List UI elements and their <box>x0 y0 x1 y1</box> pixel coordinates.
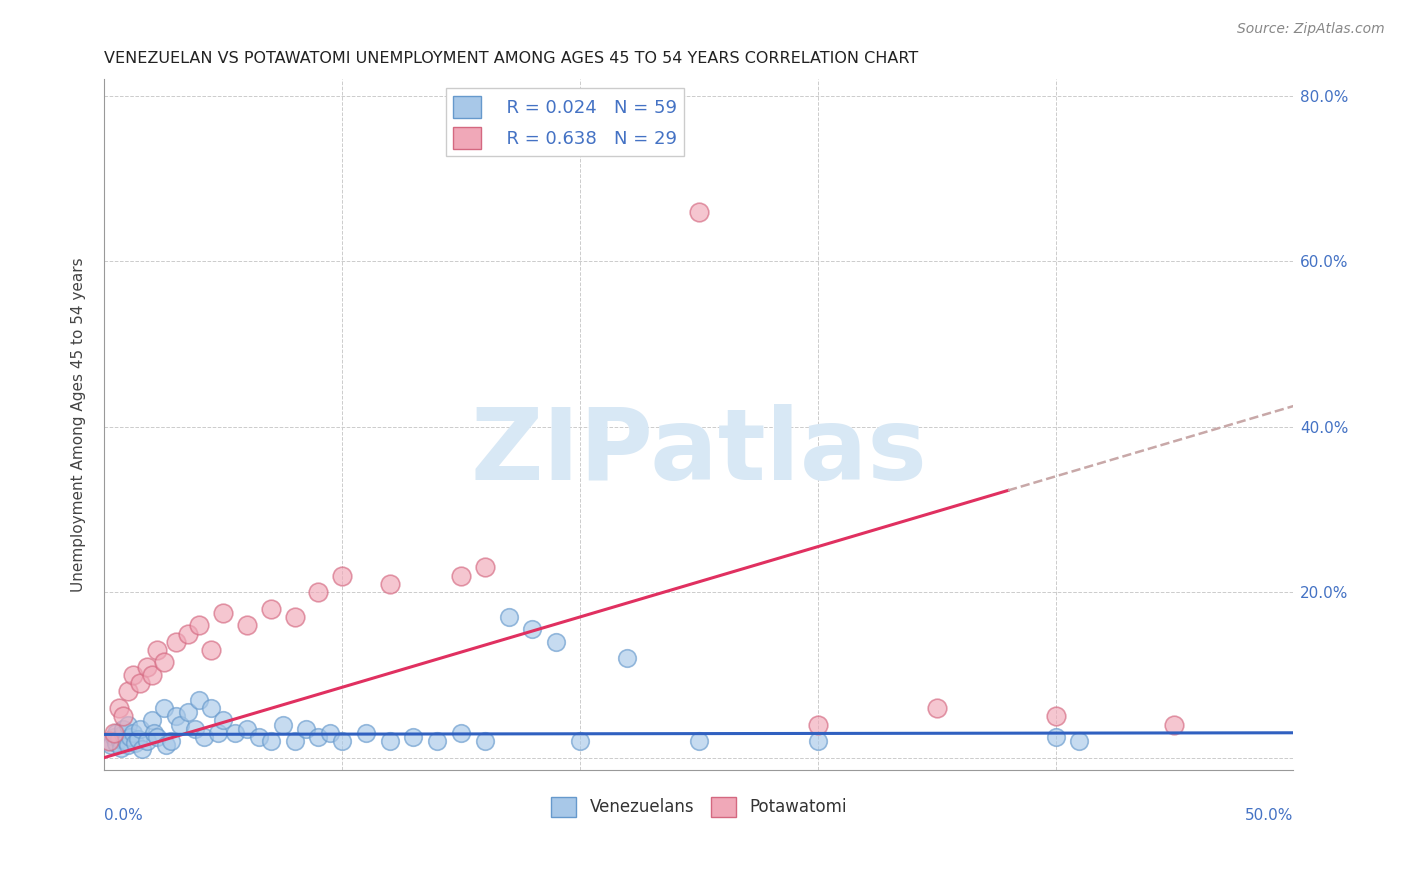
Text: 50.0%: 50.0% <box>1244 808 1294 823</box>
Point <box>176 626 198 640</box>
Point <box>330 734 353 748</box>
Point <box>117 738 139 752</box>
Point <box>143 725 166 739</box>
Point <box>807 734 830 748</box>
Point <box>117 717 139 731</box>
Point <box>169 717 191 731</box>
Point <box>283 734 305 748</box>
Point <box>295 722 318 736</box>
Point <box>193 730 215 744</box>
Point <box>200 643 222 657</box>
Point <box>307 730 329 744</box>
Point <box>141 668 163 682</box>
Point <box>145 730 167 744</box>
Text: VENEZUELAN VS POTAWATOMI UNEMPLOYMENT AMONG AGES 45 TO 54 YEARS CORRELATION CHAR: VENEZUELAN VS POTAWATOMI UNEMPLOYMENT AM… <box>104 51 918 66</box>
Point <box>378 577 401 591</box>
Point <box>129 676 152 690</box>
Point <box>98 734 121 748</box>
Text: 0.0%: 0.0% <box>104 808 143 823</box>
Point <box>136 734 159 748</box>
Point <box>100 738 122 752</box>
Point <box>807 717 830 731</box>
Point <box>107 701 129 715</box>
Point <box>165 709 187 723</box>
Point <box>200 701 222 715</box>
Point <box>131 742 153 756</box>
Point <box>207 725 229 739</box>
Point <box>152 701 174 715</box>
Point <box>155 738 177 752</box>
Point <box>188 618 211 632</box>
Point <box>354 725 377 739</box>
Point <box>546 634 568 648</box>
Point <box>160 734 183 748</box>
Point <box>426 734 449 748</box>
Point <box>568 734 591 748</box>
Point <box>117 684 139 698</box>
Point <box>127 732 149 747</box>
Point <box>688 204 710 219</box>
Point <box>103 725 125 739</box>
Point <box>307 585 329 599</box>
Point <box>688 734 710 748</box>
Point <box>402 730 425 744</box>
Point <box>450 568 472 582</box>
Point <box>120 730 142 744</box>
Point <box>165 634 187 648</box>
Point <box>236 722 259 736</box>
Point <box>107 732 129 747</box>
Point <box>271 717 294 731</box>
Y-axis label: Unemployment Among Ages 45 to 54 years: Unemployment Among Ages 45 to 54 years <box>72 258 86 592</box>
Legend: Venezuelans, Potawatomi: Venezuelans, Potawatomi <box>544 790 853 824</box>
Point <box>121 668 143 682</box>
Point <box>616 651 638 665</box>
Text: Source: ZipAtlas.com: Source: ZipAtlas.com <box>1237 22 1385 37</box>
Point <box>378 734 401 748</box>
Point <box>114 734 136 748</box>
Point <box>522 623 544 637</box>
Point <box>212 714 235 728</box>
Point <box>260 601 283 615</box>
Point <box>105 736 128 750</box>
Point <box>212 606 235 620</box>
Point <box>330 568 353 582</box>
Point <box>474 734 496 748</box>
Point <box>105 725 128 739</box>
Point <box>498 610 520 624</box>
Point <box>224 725 246 739</box>
Point <box>112 709 135 723</box>
Text: ZIPatlas: ZIPatlas <box>471 404 928 500</box>
Point <box>1045 730 1067 744</box>
Point <box>176 705 198 719</box>
Point <box>98 734 121 748</box>
Point <box>141 714 163 728</box>
Point <box>124 736 146 750</box>
Point <box>319 725 342 739</box>
Point <box>188 692 211 706</box>
Point <box>136 659 159 673</box>
Point <box>1069 734 1091 748</box>
Point <box>474 560 496 574</box>
Point <box>260 734 283 748</box>
Point <box>121 725 143 739</box>
Point <box>152 656 174 670</box>
Point <box>925 701 948 715</box>
Point <box>110 740 132 755</box>
Point <box>283 610 305 624</box>
Point <box>183 722 205 736</box>
Point <box>1045 709 1067 723</box>
Point <box>450 725 472 739</box>
Point <box>145 643 167 657</box>
Point <box>112 722 135 736</box>
Point <box>247 730 270 744</box>
Point <box>1163 717 1185 731</box>
Point <box>103 730 125 744</box>
Point <box>112 727 135 741</box>
Point <box>129 722 152 736</box>
Point <box>236 618 259 632</box>
